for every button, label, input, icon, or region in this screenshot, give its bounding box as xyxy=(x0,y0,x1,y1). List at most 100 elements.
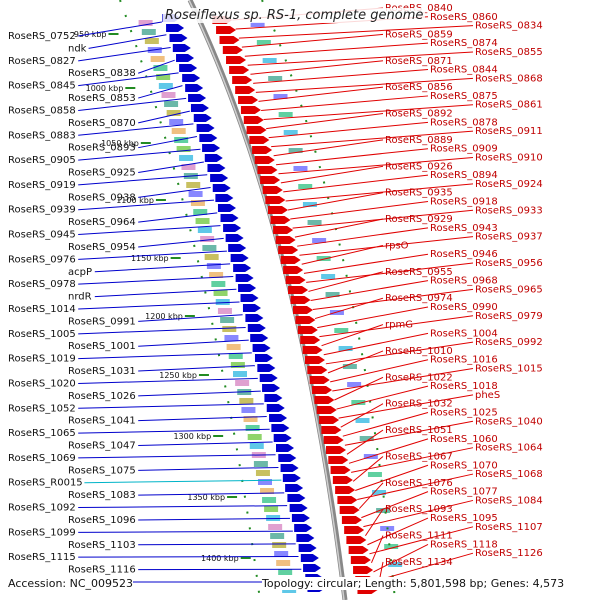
feature-block xyxy=(256,40,271,45)
reverse-gene-arrow xyxy=(212,184,231,192)
feature-block xyxy=(197,227,212,233)
left-leader-line xyxy=(138,441,273,446)
left-leader-line xyxy=(78,72,179,87)
right-gene-label: RoseRS_1084 xyxy=(475,495,543,506)
right-leader-line xyxy=(247,51,474,66)
right-leader-line xyxy=(297,227,429,247)
left-gene-label: RoseRS_R0015 xyxy=(8,478,83,489)
feature-block xyxy=(272,542,287,548)
forward-gene-arrow xyxy=(262,186,283,194)
feature-block xyxy=(245,425,260,431)
kbp-tick-label: 1000 kbp xyxy=(86,84,124,93)
right-leader-line xyxy=(327,350,384,374)
forward-gene-arrow xyxy=(348,546,369,554)
left-leader-line xyxy=(78,199,214,211)
left-gene-label: RoseRS_1069 xyxy=(8,453,76,464)
right-gene-label: rpsO xyxy=(385,240,409,251)
forward-gene-arrow xyxy=(312,386,333,394)
reverse-gene-arrow xyxy=(240,294,259,302)
feature-block xyxy=(347,382,362,387)
right-gene-label: RoseRS_0990 xyxy=(430,302,498,313)
feature-block xyxy=(200,236,215,242)
left-leader-line xyxy=(78,97,187,111)
outer-dotted-guide xyxy=(261,0,396,600)
right-leader-line xyxy=(285,183,474,202)
right-gene-label: pheS xyxy=(475,390,500,401)
right-leader-line xyxy=(361,491,429,519)
left-leader-line xyxy=(138,59,175,74)
right-gene-label: RoseRS_0956 xyxy=(475,258,543,269)
forward-gene-arrow xyxy=(257,166,278,174)
feature-block xyxy=(179,155,194,161)
right-gene-label: RoseRS_1107 xyxy=(475,522,543,533)
right-leader-line xyxy=(375,552,474,582)
right-gene-label: RoseRS_0892 xyxy=(385,109,453,120)
right-gene-label: RoseRS_0992 xyxy=(475,337,543,348)
left-leader-line xyxy=(138,466,279,471)
left-gene-label: RoseRS_1020 xyxy=(8,378,76,389)
right-leader-line xyxy=(371,535,384,564)
left-leader-line xyxy=(78,250,227,260)
right-gene-label: RoseRS_0875 xyxy=(430,91,498,102)
reverse-gene-arrow xyxy=(223,224,242,232)
right-leader-line xyxy=(306,262,474,283)
left-gene-label: RoseRS_1092 xyxy=(8,503,76,514)
right-gene-label: RoseRS_0894 xyxy=(430,170,498,181)
reverse-gene-arrow xyxy=(291,514,310,522)
right-leader-line xyxy=(332,368,474,392)
reverse-gene-arrow xyxy=(303,564,322,572)
feature-block xyxy=(355,418,370,423)
reverse-gene-arrow xyxy=(193,114,212,122)
forward-gene-arrow xyxy=(297,326,318,334)
forward-gene-arrow xyxy=(285,276,306,284)
right-leader-line xyxy=(266,113,384,130)
kbp-tick-label: 1150 kbp xyxy=(131,254,169,263)
reverse-gene-arrow xyxy=(210,174,229,182)
reverse-gene-arrow xyxy=(280,464,299,472)
forward-gene-arrow xyxy=(292,306,313,314)
kbp-ticks: 950 kbp 1000 kbp 1050 kbp 1100 kbp 1150 kbp 1… xyxy=(74,30,251,563)
kbp-tick-label: 1200 kbp xyxy=(145,312,183,321)
right-gene-label: RoseRS_0924 xyxy=(475,179,543,190)
left-leader-line xyxy=(78,326,246,335)
right-gene-label: RoseRS_0868 xyxy=(475,73,543,84)
feature-block xyxy=(253,461,268,467)
genome-backbone xyxy=(187,0,348,600)
reverse-gene-arrow xyxy=(252,344,271,352)
forward-gene-arrow xyxy=(323,436,344,444)
forward-gene-arrow xyxy=(335,486,356,494)
right-leader-line xyxy=(250,60,384,75)
left-leader-line xyxy=(78,276,234,285)
forward-gene-arrow xyxy=(280,256,301,264)
feature-block xyxy=(257,479,272,485)
left-leader-line xyxy=(138,543,296,546)
feature-block xyxy=(241,407,256,413)
genome-backbone-highlight xyxy=(188,0,345,600)
reverse-gene-arrow xyxy=(215,194,234,202)
left-gene-label: RoseRS_1031 xyxy=(68,366,136,377)
reverse-gene-arrow xyxy=(217,204,236,212)
forward-gene-arrow xyxy=(232,76,253,84)
reverse-gene-arrow xyxy=(285,484,304,492)
right-leader-line xyxy=(365,508,384,536)
feature-block xyxy=(153,65,168,71)
reverse-gene-arrow xyxy=(298,544,317,552)
feature-block xyxy=(268,76,283,81)
feature-block xyxy=(181,164,196,170)
right-gene-label: RoseRS_0933 xyxy=(475,205,543,216)
right-leader-line xyxy=(373,543,429,573)
right-leader-line xyxy=(369,526,474,555)
kbp-tick-label: 1250 kbp xyxy=(159,371,197,380)
right-leader-line xyxy=(263,104,474,121)
right-gene-label: RoseRS_1051 xyxy=(385,425,453,436)
feature-block xyxy=(384,544,399,549)
right-leader-line xyxy=(351,447,474,473)
left-gene-label: RoseRS_0945 xyxy=(8,230,76,241)
forward-gene-arrow xyxy=(278,246,299,254)
reverse-gene-arrow xyxy=(166,24,185,32)
right-leader-line xyxy=(273,139,384,157)
left-gene-label: RoseRS_1075 xyxy=(68,465,136,476)
reverse-gene-arrow xyxy=(185,84,204,92)
